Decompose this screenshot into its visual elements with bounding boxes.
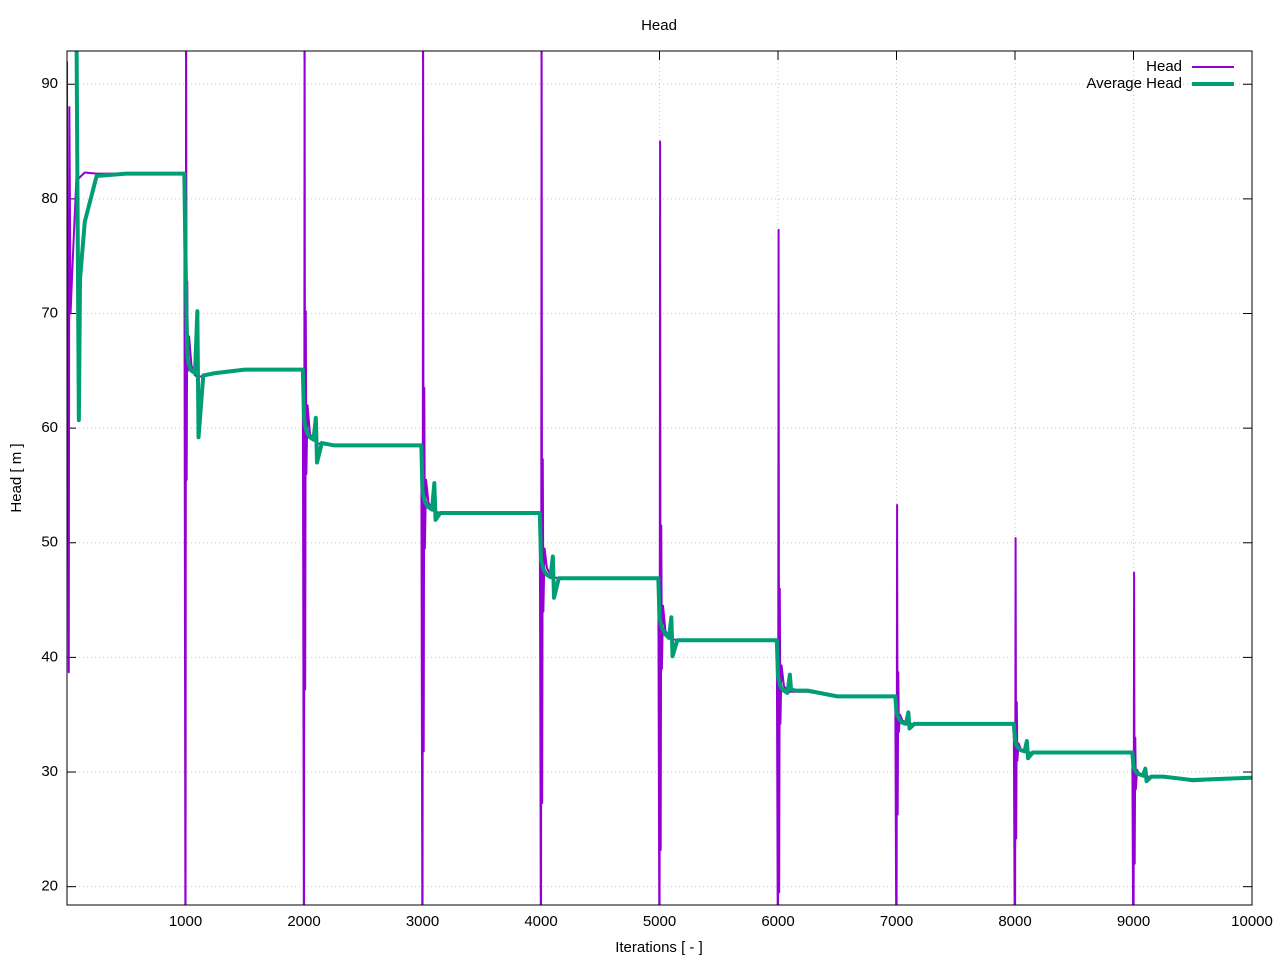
- x-tick-label: 10000: [1231, 913, 1273, 930]
- y-tick-label: 30: [41, 763, 58, 780]
- y-axis-label: Head [ m ]: [8, 443, 25, 512]
- y-tick-label: 20: [41, 878, 58, 895]
- plot-area: [67, 51, 1252, 905]
- legend-label: Average Head: [1086, 75, 1182, 92]
- x-tick-label: 1000: [169, 913, 202, 930]
- x-tick-label: 7000: [880, 913, 913, 930]
- data-line: [74, 51, 1252, 784]
- chart-title: Head: [641, 17, 677, 34]
- data-line: [67, 51, 1252, 905]
- x-tick-label: 5000: [643, 913, 676, 930]
- plot-frame: [66, 50, 1253, 906]
- y-tick-label: 70: [41, 304, 58, 321]
- y-tick-label: 50: [41, 534, 58, 551]
- y-tick-label: 80: [41, 190, 58, 207]
- x-tick-label: 3000: [406, 913, 439, 930]
- y-tick-label: 90: [41, 75, 58, 92]
- y-tick-label: 60: [41, 419, 58, 436]
- legend-label: Head: [1146, 58, 1182, 75]
- x-axis-label: Iterations [ - ]: [615, 939, 703, 956]
- x-tick-label: 6000: [761, 913, 794, 930]
- x-tick-label: 2000: [287, 913, 320, 930]
- x-tick-label: 4000: [524, 913, 557, 930]
- x-tick-label: 9000: [1117, 913, 1150, 930]
- x-tick-label: 8000: [998, 913, 1031, 930]
- y-tick-label: 40: [41, 648, 58, 665]
